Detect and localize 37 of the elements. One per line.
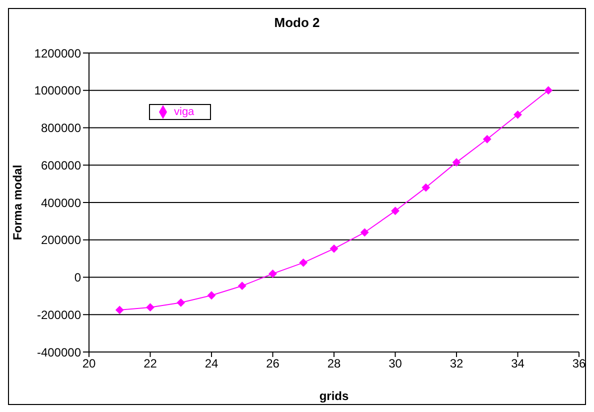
x-tick-label: 36 (572, 356, 586, 371)
y-tick-label: 0 (74, 270, 82, 285)
y-tick-label: 1200000 (34, 46, 82, 60)
point (452, 158, 460, 166)
point (544, 86, 552, 94)
chart-title: Modo 2 (273, 15, 321, 30)
x-tick-label: 30 (388, 356, 402, 371)
y-tick-label: 400000 (40, 196, 82, 210)
x-tick-label: 22 (144, 356, 158, 371)
y-tick-label: 1000000 (34, 84, 82, 98)
point (391, 206, 400, 215)
point (146, 303, 154, 312)
y-tick-label: 200000 (40, 233, 82, 248)
point (208, 291, 216, 300)
x-axis-title: grids (319, 389, 349, 403)
point (116, 306, 124, 314)
x-tick-label: 32 (450, 356, 464, 371)
point (176, 298, 185, 307)
point (238, 282, 246, 290)
x-tick-label: 34 (511, 356, 525, 371)
point (483, 135, 492, 144)
x-tick-label: 28 (327, 356, 341, 371)
point (299, 258, 308, 267)
point (422, 184, 430, 192)
y-axis-title: Forma modal (10, 164, 24, 240)
y-tick-label: -400000 (36, 345, 82, 360)
x-tick-label: 24 (204, 356, 218, 371)
x-tick-label: 26 (266, 356, 280, 371)
point (514, 110, 522, 119)
legend-label: viga (174, 106, 194, 118)
point (360, 228, 369, 236)
x-tick-label: 20 (82, 356, 96, 371)
point (330, 244, 338, 253)
point (268, 270, 277, 278)
y-tick-label: 800000 (40, 121, 82, 136)
y-tick-label: 600000 (40, 158, 82, 172)
y-tick-label: -200000 (36, 308, 82, 322)
